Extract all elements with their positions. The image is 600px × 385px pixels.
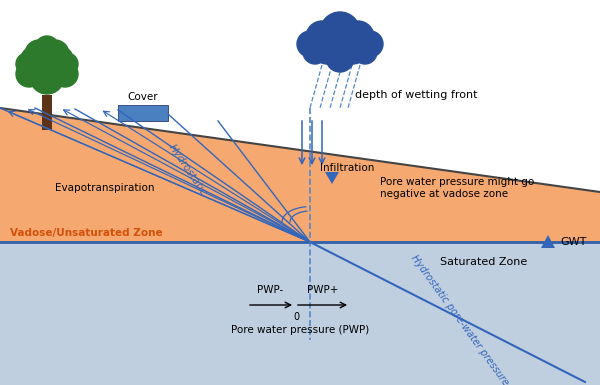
Text: Evapotranspiration: Evapotranspiration: [55, 183, 155, 193]
Text: Hydrostatic: Hydrostatic: [167, 142, 209, 198]
Polygon shape: [0, 108, 600, 242]
Polygon shape: [0, 242, 600, 385]
Circle shape: [43, 51, 75, 83]
Circle shape: [56, 53, 78, 75]
Text: Cover: Cover: [128, 92, 158, 102]
Circle shape: [320, 12, 360, 52]
Polygon shape: [541, 235, 555, 248]
Circle shape: [25, 40, 53, 68]
Circle shape: [19, 51, 51, 83]
Circle shape: [353, 40, 377, 64]
Circle shape: [313, 36, 341, 64]
Circle shape: [339, 36, 367, 64]
Text: Saturated Zone: Saturated Zone: [440, 257, 527, 267]
Circle shape: [41, 40, 69, 68]
Circle shape: [27, 42, 67, 82]
Circle shape: [16, 61, 42, 87]
Circle shape: [49, 47, 73, 71]
Text: depth of wetting front: depth of wetting front: [355, 90, 478, 100]
Polygon shape: [325, 172, 339, 184]
Circle shape: [303, 40, 327, 64]
Circle shape: [342, 21, 374, 53]
Text: Hydrostatic pore-water pressure: Hydrostatic pore-water pressure: [409, 253, 511, 385]
Text: Pore water pressure (PWP): Pore water pressure (PWP): [231, 325, 369, 335]
Text: PWP+: PWP+: [307, 285, 338, 295]
Bar: [118, 105, 168, 121]
Circle shape: [30, 60, 64, 94]
Text: PWP-: PWP-: [257, 285, 283, 295]
Circle shape: [297, 31, 323, 57]
Text: Infiltration: Infiltration: [320, 163, 374, 173]
Circle shape: [21, 47, 45, 71]
Circle shape: [326, 44, 354, 72]
Circle shape: [357, 31, 383, 57]
Circle shape: [16, 53, 38, 75]
Circle shape: [52, 61, 78, 87]
Bar: [42, 95, 52, 130]
Text: Pore water pressure might go
negative at vadose zone: Pore water pressure might go negative at…: [380, 177, 534, 199]
Text: 0: 0: [293, 312, 299, 322]
Circle shape: [306, 21, 338, 53]
Text: Vadose/Unsaturated Zone: Vadose/Unsaturated Zone: [10, 228, 163, 238]
Text: GWT: GWT: [560, 237, 586, 247]
Circle shape: [35, 36, 59, 60]
Circle shape: [322, 30, 358, 66]
